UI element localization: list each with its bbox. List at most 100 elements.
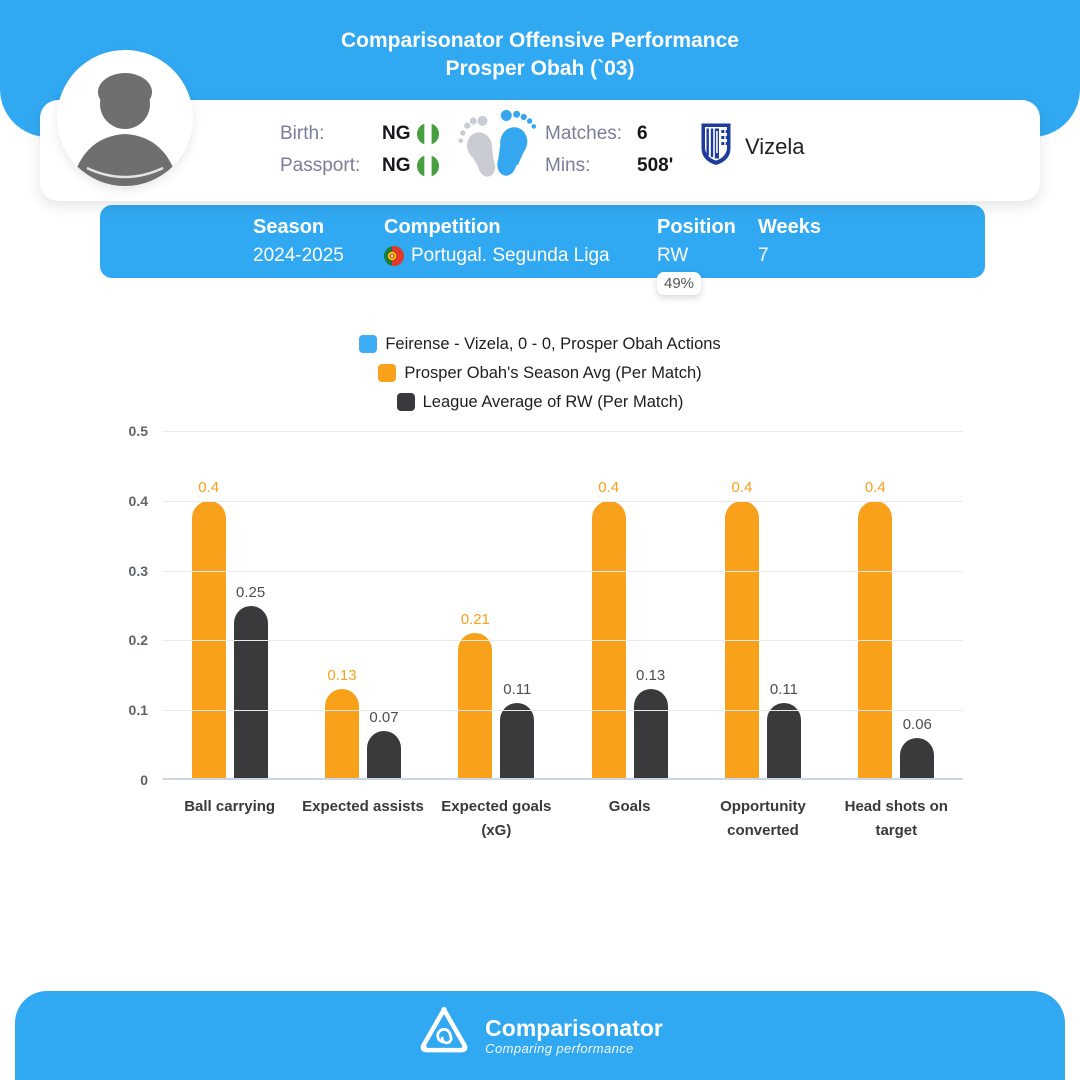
legend-label: Feirense - Vizela, 0 - 0, Prosper Obah A… xyxy=(385,335,721,353)
legend-item: League Average of RW (Per Match) xyxy=(396,390,684,414)
brand-name: Comparisonator xyxy=(485,1015,663,1041)
feet-icon xyxy=(452,108,540,199)
category-label: Expected goals (xG) xyxy=(441,798,552,839)
bar-group: 0.4 0.06 xyxy=(830,431,963,780)
bar-item: 0.11 xyxy=(500,681,535,780)
birth-passport-block: Birth: NG Passport: NG xyxy=(280,118,439,182)
matches-label: Matches: xyxy=(545,123,623,144)
y-tick-label: 0.4 xyxy=(128,492,148,509)
bar-item: 0.25 xyxy=(233,583,268,780)
mins-row: Mins: 508' xyxy=(545,150,673,182)
matches-value: 6 xyxy=(637,123,648,144)
competition-name: Portugal. Segunda Liga xyxy=(411,245,610,266)
bar xyxy=(900,738,935,780)
mins-label: Mins: xyxy=(545,155,591,176)
y-tick-label: 0 xyxy=(140,772,148,788)
legend-label: League Average of RW (Per Match) xyxy=(422,393,684,411)
y-tick-label: 0.3 xyxy=(128,562,148,579)
bar-item: 0.07 xyxy=(366,709,401,780)
legend-swatch xyxy=(378,364,397,382)
bar-value-label: 0.4 xyxy=(198,478,220,496)
legend-label: Prosper Obah's Season Avg (Per Match) xyxy=(404,364,702,382)
player-info-card xyxy=(40,100,1040,201)
passport-country-code: NG xyxy=(382,155,411,176)
bar-value-label: 0.4 xyxy=(864,478,886,496)
competition-value: Portugal. Segunda Liga xyxy=(384,243,610,269)
bar-item: 0.4 xyxy=(724,478,759,780)
bar-value-label: 0.13 xyxy=(636,667,666,685)
bar-group: 0.13 0.07 xyxy=(296,431,429,780)
birth-row: Birth: NG xyxy=(280,118,439,150)
competition-column: Competition Portugal. Segunda Liga xyxy=(384,214,610,269)
nigeria-flag-icon xyxy=(416,155,439,177)
x-axis-baseline xyxy=(163,778,963,780)
bar-value-label: 0.11 xyxy=(503,681,532,699)
gridline xyxy=(163,710,963,712)
legend-item: Feirense - Vizela, 0 - 0, Prosper Obah A… xyxy=(359,332,721,356)
legend-swatch xyxy=(396,393,415,411)
bar-item: 0.13 xyxy=(633,667,668,780)
bar-value-label: 0.13 xyxy=(327,667,357,685)
category-label: Opportunity converted xyxy=(720,798,806,839)
season-info-bar: Season 2024-2025 Competition Portugal. S… xyxy=(100,205,985,278)
bar xyxy=(366,731,401,780)
percent-badge: 49% xyxy=(657,272,702,295)
bar-item: 0.4 xyxy=(191,478,226,780)
position-value: RW xyxy=(657,245,689,266)
weeks-column: Weeks 7 xyxy=(758,214,821,269)
bar-item: 0.13 xyxy=(324,667,359,780)
y-tick-label: 0.5 xyxy=(128,423,148,439)
chart-plot: 0.4 0.25 0.13 0.07 0.21 0.11 0.4 0.13 0.4 0.11 0.4… xyxy=(163,431,963,780)
bar-item: 0.11 xyxy=(766,681,801,780)
weeks-value: 7 xyxy=(758,245,769,266)
y-tick-label: 0.2 xyxy=(128,632,148,649)
x-axis-labels: Ball carrying Expected assists Expected go… xyxy=(163,795,963,843)
bar-value-label: 0.21 xyxy=(460,611,490,629)
bar xyxy=(766,703,801,780)
season-header: Season xyxy=(253,216,325,238)
matches-row: Matches: 6 xyxy=(545,118,673,150)
person-silhouette-icon xyxy=(57,73,193,186)
bar xyxy=(233,605,268,780)
bar-value-label: 0.06 xyxy=(902,716,932,734)
bar-columns: 0.4 0.25 0.13 0.07 0.21 0.11 0.4 0.13 0.4 0.11 0.4… xyxy=(163,431,963,780)
matches-mins-block: Matches: 6 Mins: 508' xyxy=(545,118,673,182)
bar-value-label: 0.4 xyxy=(598,478,620,496)
bar-value-label: 0.4 xyxy=(731,478,753,496)
bar-value-label: 0.25 xyxy=(236,583,266,601)
brand-tagline: Comparing performance xyxy=(485,1041,634,1056)
passport-label: Passport: xyxy=(280,155,361,176)
position-column: Position RW xyxy=(657,214,736,269)
comparisonator-logo-icon xyxy=(417,1004,471,1067)
season-column: Season 2024-2025 xyxy=(253,214,344,269)
mins-value: 508' xyxy=(637,155,674,176)
category-label: Expected assists xyxy=(302,798,424,815)
chart-legend: Feirense - Vizela, 0 - 0, Prosper Obah A… xyxy=(0,332,1080,414)
passport-value: NG xyxy=(382,155,439,177)
bar-item: 0.4 xyxy=(591,478,626,780)
bar xyxy=(458,633,493,780)
bar-item: 0.21 xyxy=(458,611,493,780)
legend-item: Prosper Obah's Season Avg (Per Match) xyxy=(378,361,702,385)
player-name-title: Prosper Obah (`03) xyxy=(445,57,635,80)
bar-group: 0.4 0.25 xyxy=(163,431,296,780)
season-value: 2024-2025 xyxy=(253,245,344,266)
nigeria-flag-icon xyxy=(416,123,439,145)
gridline xyxy=(163,640,963,642)
category-label: Goals xyxy=(608,798,651,815)
bar-item: 0.4 xyxy=(858,478,893,780)
competition-header: Competition xyxy=(384,216,501,238)
footer-banner: Comparisonator Comparing performance xyxy=(15,991,1065,1080)
weeks-header: Weeks xyxy=(758,216,822,238)
bar xyxy=(324,689,359,780)
report-title: Comparisonator Offensive Performance xyxy=(341,29,739,52)
birth-country-code: NG xyxy=(382,123,411,144)
bar-group: 0.4 0.11 xyxy=(696,431,829,780)
birth-value: NG xyxy=(382,123,439,145)
bar-value-label: 0.11 xyxy=(769,681,799,699)
gridline xyxy=(163,500,963,502)
footer-brand-block: Comparisonator Comparing performance xyxy=(485,1015,663,1056)
birth-label: Birth: xyxy=(280,123,325,144)
club-block: Vizela xyxy=(700,122,805,172)
